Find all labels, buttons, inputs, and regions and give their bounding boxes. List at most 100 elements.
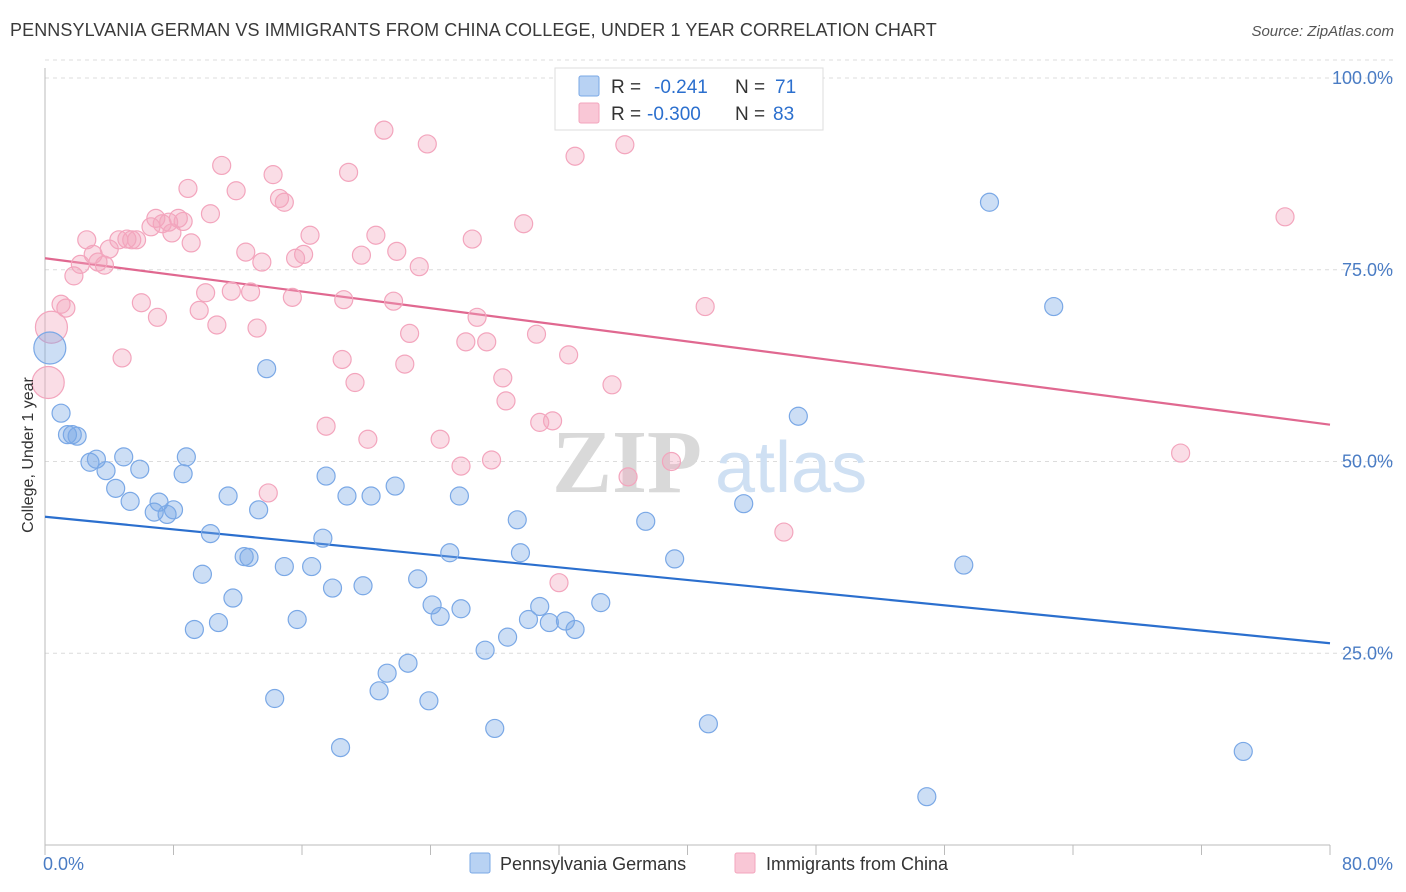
point-pennsylvania-germans-56 <box>530 596 550 617</box>
point-pennsylvania-germans-2 <box>57 425 78 445</box>
point-immigrants-china-37 <box>252 252 272 272</box>
chart-source: Source: ZipAtlas.com <box>1251 23 1394 40</box>
point-pennsylvania-germans-1 <box>51 403 71 423</box>
point-pennsylvania-germans-63 <box>698 714 718 734</box>
point-pennsylvania-germans-38 <box>361 486 381 506</box>
point-immigrants-china-59 <box>409 257 429 277</box>
chart-title: PENNSYLVANIA GERMAN VS IMMIGRANTS FROM C… <box>10 20 937 40</box>
point-pennsylvania-germans-29 <box>274 556 294 577</box>
point-immigrants-china-36 <box>247 318 267 338</box>
y-tick-label-3: 100.0% <box>1332 68 1393 88</box>
x-tick-label-max: 80.0% <box>1342 854 1393 874</box>
point-immigrants-china-70 <box>514 214 534 234</box>
legend-n-pennsylvania-germans: 71 <box>775 77 796 98</box>
point-immigrants-china-68 <box>493 368 513 388</box>
point-pennsylvania-germans-65 <box>788 406 808 426</box>
point-pennsylvania-germans-45 <box>422 595 442 615</box>
point-immigrants-china-31 <box>212 155 232 176</box>
point-immigrants-china-18 <box>146 208 166 228</box>
svg-text:R =: R = <box>611 104 641 125</box>
point-immigrants-china-78 <box>615 135 635 155</box>
series-legend: Pennsylvania Germans Immigrants from Chi… <box>469 852 949 874</box>
legend-r-immigrants-china: -0.300 <box>647 104 701 125</box>
bottom-legend-swatch-immigrants-china <box>734 852 756 874</box>
point-pennsylvania-germans-70 <box>1233 741 1253 762</box>
point-pennsylvania-germans-46 <box>430 606 450 627</box>
point-immigrants-china-57 <box>395 354 415 374</box>
point-pennsylvania-germans-31 <box>302 556 322 577</box>
point-pennsylvania-germans-7 <box>96 461 116 481</box>
point-pennsylvania-germans-9 <box>114 447 134 467</box>
point-immigrants-china-19 <box>147 307 168 327</box>
y-tick-label-0: 25.0% <box>1342 643 1393 663</box>
point-immigrants-china-64 <box>462 229 482 249</box>
data-points <box>31 120 1295 807</box>
point-pennsylvania-germans-15 <box>163 500 184 520</box>
point-pennsylvania-germans-39 <box>369 681 389 701</box>
point-immigrants-china-80 <box>661 451 682 472</box>
point-pennsylvania-germans-40 <box>377 663 397 683</box>
point-immigrants-china-76 <box>565 146 585 166</box>
point-pennsylvania-germans-16 <box>173 464 193 484</box>
point-immigrants-china-61 <box>430 429 450 449</box>
point-immigrants-china-35 <box>241 282 261 302</box>
point-immigrants-china-34 <box>236 242 256 262</box>
point-pennsylvania-germans-20 <box>200 523 221 544</box>
point-immigrants-china-65 <box>467 307 487 327</box>
watermark-atlas: atlas <box>715 428 867 508</box>
point-immigrants-china-49 <box>338 162 359 182</box>
point-pennsylvania-germans-34 <box>322 578 343 598</box>
legend-swatch-pennsylvania-germans <box>578 75 600 97</box>
point-pennsylvania-germans-53 <box>507 510 527 530</box>
point-immigrants-china-42 <box>282 287 302 307</box>
point-immigrants-china-82 <box>774 522 794 542</box>
bottom-legend-swatch-pennsylvania-germans <box>469 852 491 874</box>
point-immigrants-china-67 <box>481 450 502 470</box>
point-immigrants-china-52 <box>358 429 378 449</box>
y-tick-label-1: 50.0% <box>1342 452 1393 472</box>
point-immigrants-china-44 <box>294 244 314 265</box>
point-immigrants-china-74 <box>549 573 569 593</box>
point-immigrants-china-47 <box>332 349 352 370</box>
point-immigrants-china-46 <box>316 416 336 436</box>
y-axis-title: College, Under 1 year <box>20 377 37 533</box>
point-pennsylvania-germans-55 <box>518 609 539 630</box>
point-immigrants-china-55 <box>383 291 404 311</box>
point-immigrants-china-41 <box>274 192 294 212</box>
trend-lines <box>44 257 1331 645</box>
point-pennsylvania-germans-37 <box>353 576 373 596</box>
legend-swatch-immigrants-china <box>578 102 600 124</box>
point-pennsylvania-germans-52 <box>498 627 518 647</box>
point-immigrants-china-69 <box>496 391 516 411</box>
point-immigrants-china-71 <box>526 324 547 344</box>
point-immigrants-china-75 <box>559 345 579 365</box>
point-immigrants-china-9 <box>94 255 115 275</box>
point-pennsylvania-germans-67 <box>954 555 974 575</box>
point-pennsylvania-germans-60 <box>591 593 611 613</box>
point-immigrants-china-27 <box>189 300 209 321</box>
point-immigrants-china-32 <box>221 281 241 301</box>
point-pennsylvania-germans-19 <box>192 564 213 584</box>
point-immigrants-china-3 <box>56 298 76 318</box>
point-pennsylvania-germans-64 <box>734 494 754 514</box>
x-tick-label-min: 0.0% <box>43 854 84 874</box>
trend-line-1 <box>44 257 1331 426</box>
svg-text:N =: N = <box>735 77 765 98</box>
point-pennsylvania-germans-25 <box>239 547 259 567</box>
stats-legend: R = -0.241 N = 71 R = -0.300 N = 83 <box>554 67 824 131</box>
point-pennsylvania-germans-28 <box>265 688 285 709</box>
bottom-legend-label-pennsylvania-germans: Pennsylvania Germans <box>500 854 686 874</box>
point-immigrants-china-16 <box>131 293 151 313</box>
point-immigrants-china-12 <box>112 348 132 368</box>
point-immigrants-china-62 <box>451 456 471 476</box>
point-immigrants-china-50 <box>345 372 365 393</box>
point-immigrants-china-30 <box>207 315 227 335</box>
point-immigrants-china-81 <box>695 296 715 317</box>
point-immigrants-china-39 <box>263 165 283 185</box>
point-pennsylvania-germans-50 <box>475 640 495 660</box>
point-pennsylvania-germans-51 <box>485 718 505 739</box>
point-immigrants-china-29 <box>200 204 221 224</box>
point-pennsylvania-germans-30 <box>287 609 307 630</box>
point-immigrants-china-84 <box>1275 207 1295 227</box>
